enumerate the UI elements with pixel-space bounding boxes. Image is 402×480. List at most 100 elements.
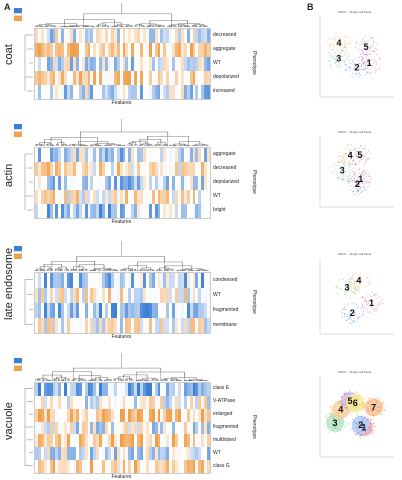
heatmap-cell	[107, 421, 112, 435]
heatmap-cell	[105, 85, 109, 99]
heatmap-cell	[37, 421, 42, 435]
heatmap-cell	[35, 434, 39, 448]
heatmap-cell	[75, 71, 80, 85]
heatmap-cell	[207, 148, 210, 162]
heatmap-cell	[55, 421, 59, 435]
heatmap-cell	[99, 421, 103, 435]
heatmap-cell	[72, 288, 77, 303]
heatmap-cell	[148, 148, 152, 162]
heatmap-cell	[125, 71, 129, 85]
dendrogram-branch	[95, 268, 112, 271]
heatmap-cell	[140, 318, 144, 333]
umap-point	[358, 394, 360, 397]
umap-point	[363, 185, 365, 187]
umap-point	[362, 155, 364, 157]
heatmap-cell	[78, 318, 82, 333]
umap-point	[369, 64, 371, 66]
heatmap-cell	[116, 71, 120, 85]
umap-point	[367, 43, 369, 45]
heatmap-cell	[140, 29, 144, 43]
heatmap-cell	[148, 204, 152, 218]
heatmap-cell	[169, 71, 173, 85]
umap-point	[329, 405, 331, 407]
heatmap-cell	[160, 447, 164, 461]
heatmap-cell	[84, 57, 88, 71]
umap-point	[361, 64, 363, 66]
umap-axes	[319, 136, 394, 208]
umap-point	[337, 178, 339, 180]
umap-point	[359, 180, 361, 182]
umap-point	[354, 279, 356, 281]
heatmap-cell	[37, 190, 42, 204]
umap-point	[352, 163, 354, 165]
umap-point	[363, 61, 365, 63]
heatmap-cell	[99, 273, 103, 288]
umap-point	[339, 160, 341, 162]
heatmap-cell	[140, 383, 144, 396]
heatmap-cell	[72, 29, 77, 43]
dendrogram-branch	[73, 266, 84, 271]
heatmap-cell	[105, 71, 109, 85]
dendrogram-branch	[73, 367, 162, 381]
umap-point	[378, 68, 380, 70]
heatmap-cell	[55, 318, 59, 333]
heatmap-cell	[169, 460, 173, 473]
heatmap-cell	[67, 318, 71, 333]
heatmap-cell	[70, 318, 74, 333]
heatmap-cell	[43, 204, 47, 218]
heatmap-cell	[102, 395, 106, 409]
heatmap-cell	[169, 43, 173, 57]
heatmap-cell	[87, 85, 91, 99]
umap-point	[359, 191, 361, 194]
heatmap-cell	[192, 383, 196, 396]
heatmap-cell	[102, 408, 106, 422]
heatmap-cell	[142, 395, 147, 409]
umap-point	[343, 159, 345, 162]
umap-point	[369, 282, 371, 284]
heatmap-cell	[70, 460, 74, 473]
features-axis-label: Features	[111, 100, 132, 106]
umap-point	[367, 397, 370, 399]
heatmap-cell	[110, 408, 115, 422]
heatmap-cell	[204, 460, 208, 473]
umap-point	[335, 291, 337, 293]
heatmap-cell	[35, 447, 39, 461]
heatmap-cell	[35, 383, 39, 396]
umap-point	[367, 46, 369, 48]
heatmap-cell	[67, 71, 71, 85]
umap-point	[364, 427, 366, 429]
heatmap-cell	[142, 434, 147, 448]
heatmap-cell	[142, 273, 147, 288]
heatmap-cell	[110, 273, 115, 288]
heatmap-cell	[55, 190, 59, 204]
heatmap-cell	[84, 288, 88, 303]
heatmap-cell	[142, 71, 147, 85]
umap-point	[346, 144, 348, 146]
heatmap-cell	[145, 303, 150, 318]
heatmap-cell	[49, 29, 53, 43]
heatmap-cell	[113, 176, 117, 190]
heatmap-cell	[61, 71, 65, 85]
heatmap-cell	[35, 318, 39, 333]
umap-point	[340, 421, 342, 423]
heatmap-cell	[37, 57, 42, 71]
umap-cluster-label: 1	[369, 298, 374, 308]
heatmap-cell	[172, 447, 176, 461]
phenotype-label: decreased	[213, 32, 237, 38]
umap-point	[339, 37, 341, 39]
umap-point	[326, 427, 328, 429]
heatmap-cell	[169, 408, 173, 422]
umap-point	[342, 308, 344, 311]
umap-point	[381, 412, 383, 414]
heatmap-cell	[99, 434, 103, 448]
dendrogram-left-vacuole	[24, 388, 33, 466]
umap-point	[351, 167, 353, 169]
heatmap-cell	[99, 29, 103, 43]
umap-point	[357, 176, 359, 178]
heatmap-cell	[49, 408, 53, 422]
heatmap-cell	[84, 273, 88, 288]
heatmap-cell	[204, 43, 208, 57]
umap-point	[366, 71, 368, 73]
heatmap-cell	[96, 57, 100, 71]
heatmap-cell	[201, 29, 205, 43]
